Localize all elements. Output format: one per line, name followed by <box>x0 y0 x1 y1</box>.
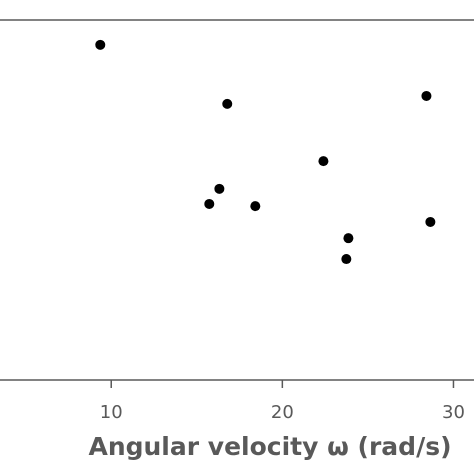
x-tick-label: 10 <box>100 402 123 423</box>
x-tick-label: 30 <box>442 402 465 423</box>
x-tick-label: 20 <box>271 402 294 423</box>
data-point <box>341 254 352 265</box>
data-point <box>425 216 436 227</box>
data-point <box>95 39 106 50</box>
data-point <box>204 198 215 209</box>
data-point <box>250 201 261 212</box>
data-point <box>421 90 432 101</box>
data-point <box>343 233 354 244</box>
data-point <box>214 183 225 194</box>
x-axis-label: Angular velocity ω (rad/s) <box>88 432 451 461</box>
data-point <box>318 156 329 167</box>
data-point <box>222 98 233 109</box>
